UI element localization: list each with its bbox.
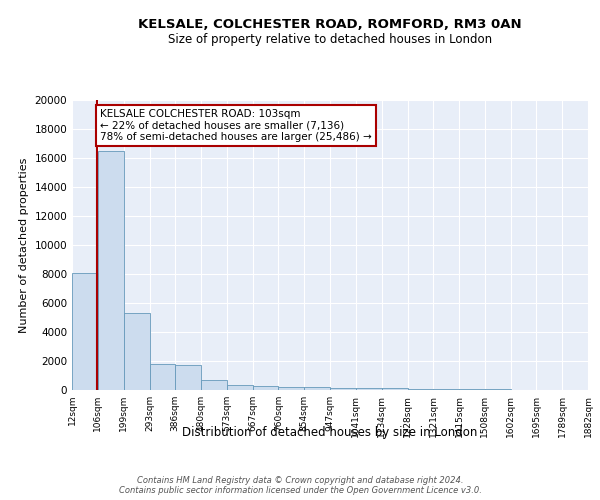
Bar (253, 386, 278, 390)
Text: KELSALE COLCHESTER ROAD: 103sqm
← 22% of detached houses are smaller (7,136)
78%: KELSALE COLCHESTER ROAD: 103sqm ← 22% of… (100, 108, 372, 142)
Bar (72, 272, 98, 390)
Bar (98, 151, 124, 390)
Bar (201, 380, 227, 390)
Bar (330, 388, 356, 390)
Bar (356, 388, 382, 390)
Bar (304, 388, 330, 390)
Text: Contains HM Land Registry data © Crown copyright and database right 2024.
Contai: Contains HM Land Registry data © Crown c… (119, 476, 481, 495)
Bar (227, 385, 253, 390)
Text: Distribution of detached houses by size in London: Distribution of detached houses by size … (182, 426, 478, 439)
Bar (433, 389, 459, 390)
Y-axis label: Number of detached properties: Number of detached properties (19, 158, 29, 332)
Bar (407, 389, 433, 390)
Bar (175, 364, 201, 390)
Bar (382, 388, 407, 390)
Bar (124, 313, 149, 390)
Text: Size of property relative to detached houses in London: Size of property relative to detached ho… (168, 32, 492, 46)
Bar (149, 364, 175, 390)
Bar (278, 387, 304, 390)
Text: KELSALE, COLCHESTER ROAD, ROMFORD, RM3 0AN: KELSALE, COLCHESTER ROAD, ROMFORD, RM3 0… (138, 18, 522, 30)
